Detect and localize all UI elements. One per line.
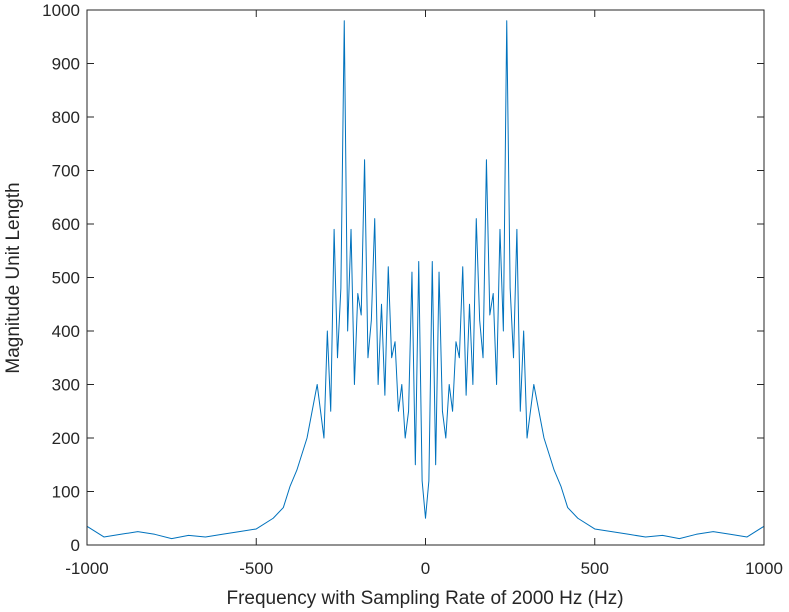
y-tick-label: 0	[71, 536, 80, 555]
y-tick-label: 800	[52, 108, 80, 127]
y-tick-label: 600	[52, 215, 80, 234]
y-tick-label: 100	[52, 483, 80, 502]
y-tick-label: 500	[52, 269, 80, 288]
y-tick-label: 300	[52, 376, 80, 395]
x-tick-label: -500	[239, 559, 273, 578]
x-tick-label: 0	[421, 559, 430, 578]
series-layer	[86, 20, 765, 540]
series-line-0	[86, 20, 765, 540]
y-tick-label: 700	[52, 162, 80, 181]
y-tick-label: 900	[52, 55, 80, 74]
x-tick-label: 1000	[745, 559, 783, 578]
x-tick-label: -1000	[65, 559, 108, 578]
y-tick-label: 200	[52, 429, 80, 448]
x-tick-label: 500	[581, 559, 609, 578]
plot-area	[87, 10, 764, 545]
x-axis-label: Frequency with Sampling Rate of 2000 Hz …	[226, 588, 623, 609]
y-axis-label: Magnitude Unit Length	[3, 182, 24, 373]
y-tick-label: 1000	[42, 1, 80, 20]
axes-layer: -1000 -500 0 500 1000 0 100 200 300 400 500 600 700 8…	[42, 1, 783, 578]
y-tick-label: 400	[52, 322, 80, 341]
plot-background	[87, 10, 764, 545]
